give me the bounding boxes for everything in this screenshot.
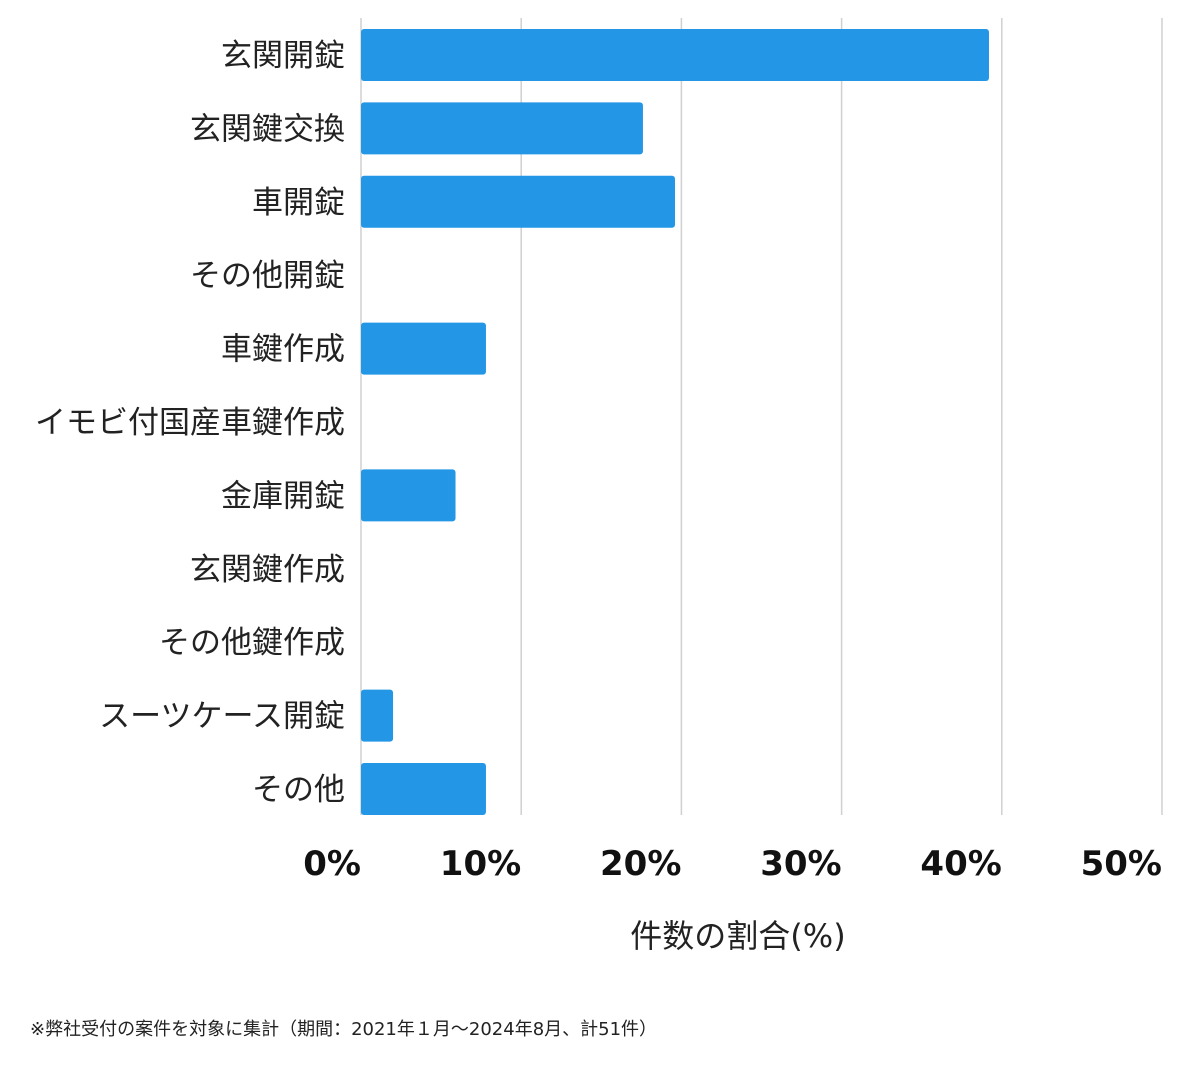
x-tick-label: 10% xyxy=(440,844,521,884)
x-tick-label: 40% xyxy=(920,844,1001,884)
bar xyxy=(361,322,486,375)
x-tick-label: 30% xyxy=(760,844,841,884)
category-label: その他開錠 xyxy=(190,258,345,294)
category-label: その他 xyxy=(252,772,345,808)
category-label: 玄関鍵作成 xyxy=(190,552,345,588)
bar xyxy=(361,29,989,81)
x-axis-title: 件数の割合(%) xyxy=(630,917,845,955)
bar xyxy=(361,175,675,228)
category-label: スーツケース開錠 xyxy=(99,699,345,735)
bar-chart: 玄関開錠玄関鍵交換車開錠その他開錠車鍵作成イモビ付国産車鍵作成金庫開錠玄関鍵作成… xyxy=(35,18,1163,955)
category-label: その他鍵作成 xyxy=(159,625,345,661)
category-labels: 玄関開錠玄関鍵交換車開錠その他開錠車鍵作成イモビ付国産車鍵作成金庫開錠玄関鍵作成… xyxy=(35,38,345,808)
bar xyxy=(361,763,486,815)
footnote: ※弊社受付の案件を対象に集計（期間：2021年１月〜2024年8月、計51件） xyxy=(30,1019,658,1040)
bar xyxy=(361,469,456,522)
bar xyxy=(361,102,643,155)
category-label: 車開錠 xyxy=(252,185,345,221)
bars xyxy=(361,29,989,815)
x-tick-label: 0% xyxy=(303,844,361,884)
category-label: 金庫開錠 xyxy=(221,478,345,514)
category-label: 車鍵作成 xyxy=(221,332,345,368)
tick-labels: 0% 10% 20% 30% 40% 50% xyxy=(303,844,1162,884)
x-tick-label: 50% xyxy=(1081,844,1162,884)
category-label: 玄関開錠 xyxy=(221,38,345,74)
category-label: 玄関鍵交換 xyxy=(190,111,345,147)
x-tick-label: 20% xyxy=(600,844,681,884)
bar xyxy=(361,689,394,742)
category-label: イモビ付国産車鍵作成 xyxy=(35,405,345,441)
